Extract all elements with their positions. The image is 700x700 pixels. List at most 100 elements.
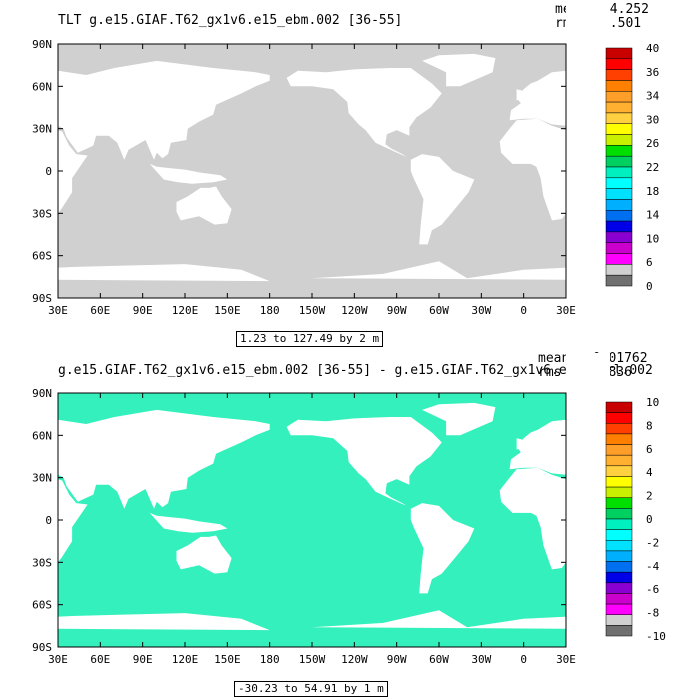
landmass xyxy=(410,154,475,245)
colorbar: 40 36 34 30 26 22 18 14 10 6 0 xyxy=(605,42,660,293)
colorbar-swatch xyxy=(605,231,633,243)
lat-tick-label: 30S xyxy=(32,207,52,220)
panel-top-title: TLT g.e15.GIAF.T62_gx1v6.e15_ebm.002 [36… xyxy=(58,13,403,28)
colorbar-swatch xyxy=(605,220,633,233)
colorbar-swatch xyxy=(605,423,633,435)
landmass xyxy=(516,438,526,450)
lat-tick-label: 30N xyxy=(32,472,52,485)
lon-tick-label: 60E xyxy=(90,653,110,666)
lon-tick-label: 60W xyxy=(429,304,449,317)
lat-tick-label: 30N xyxy=(32,123,52,136)
colorbar-swatch xyxy=(605,58,633,70)
colorbar-swatch xyxy=(605,91,633,103)
landmass xyxy=(422,53,496,87)
colorbar-swatch xyxy=(605,166,633,179)
lon-tick-label: 150W xyxy=(299,304,326,317)
colorbar-label: 6 xyxy=(646,256,653,269)
lon-tick-label: 0 xyxy=(520,304,527,317)
colorbar-swatch xyxy=(605,155,633,168)
colorbar-swatch xyxy=(605,476,633,488)
colorbar-swatch xyxy=(605,614,633,626)
landmass xyxy=(286,417,442,509)
lat-tick-label: 90N xyxy=(32,38,52,51)
colorbar-swatch xyxy=(605,199,633,211)
landmass xyxy=(176,535,232,574)
landmass xyxy=(0,264,270,298)
colorbar-swatch xyxy=(605,80,633,92)
colorbar-label: 34 xyxy=(646,90,660,103)
lon-tick-label: 150E xyxy=(214,304,241,317)
colorbar-swatch xyxy=(605,177,633,189)
lon-tick-label: 150E xyxy=(214,653,241,666)
lon-tick-label: 150W xyxy=(299,653,326,666)
colorbar-swatch xyxy=(605,412,633,424)
panel-top-range-label: 1.23 to 127.49 by 2 m xyxy=(236,331,384,347)
colorbar-swatch xyxy=(605,625,633,637)
lat-tick-label: 60N xyxy=(32,80,52,93)
colorbar-swatch xyxy=(605,550,633,562)
landmass xyxy=(422,402,496,436)
colorbar-swatch xyxy=(605,69,633,81)
colorbar-label: 10 xyxy=(646,396,659,409)
landmass xyxy=(516,89,526,101)
colorbar-swatch xyxy=(605,561,633,573)
colorbar-swatch xyxy=(605,188,633,200)
colorbar-label: 6 xyxy=(646,443,653,456)
colorbar-label: 14 xyxy=(646,209,660,222)
landmass xyxy=(176,186,232,225)
lat-tick-label: 0 xyxy=(45,165,52,178)
colorbar-label: 0 xyxy=(646,513,653,526)
lon-tick-label: 180 xyxy=(260,304,280,317)
lon-tick-label: 60E xyxy=(90,304,110,317)
lon-tick-label: 30E xyxy=(48,653,68,666)
lat-tick-label: 60S xyxy=(32,599,52,612)
lon-tick-label: 120W xyxy=(341,304,368,317)
lon-tick-label: 120E xyxy=(172,653,199,666)
lon-tick-label: 90E xyxy=(133,304,153,317)
lon-tick-label: 180 xyxy=(260,653,280,666)
lon-tick-label: 30E xyxy=(48,304,68,317)
colorbar-label: 8 xyxy=(646,419,653,432)
landmass xyxy=(0,613,270,647)
colorbar-swatch xyxy=(605,603,633,615)
landmass xyxy=(410,503,475,594)
colorbar-swatch xyxy=(605,518,633,530)
colorbar-swatch xyxy=(605,274,633,287)
lon-tick-label: 90W xyxy=(387,304,407,317)
colorbar-label: 36 xyxy=(646,66,659,79)
colorbar-label: -10 xyxy=(646,630,666,643)
lat-tick-label: 30S xyxy=(32,556,52,569)
colorbar-label: 10 xyxy=(646,232,659,245)
colorbar-label: -6 xyxy=(646,583,659,596)
lon-tick-label: 0 xyxy=(520,653,527,666)
colorbar-label: 4 xyxy=(646,466,653,479)
colorbar-swatch xyxy=(605,401,633,413)
colorbar-label: 0 xyxy=(646,280,653,293)
landmass xyxy=(1,409,270,509)
lat-tick-label: 90S xyxy=(32,641,52,654)
lon-tick-label: 90E xyxy=(133,653,153,666)
colorbar-swatch xyxy=(605,593,633,605)
lat-tick-label: 90N xyxy=(32,387,52,400)
colorbar-swatch xyxy=(605,145,633,157)
lon-tick-label: 30E xyxy=(556,653,576,666)
colorbar-label: 22 xyxy=(646,161,659,174)
colorbar-swatch xyxy=(605,210,633,222)
colorbar-swatch xyxy=(605,433,633,445)
lon-tick-label: 60W xyxy=(429,653,449,666)
colorbar-swatch xyxy=(605,540,633,552)
colorbar-swatch xyxy=(605,582,633,594)
lon-tick-label: 90W xyxy=(387,653,407,666)
lat-tick-label: 0 xyxy=(45,514,52,527)
colorbar-label: -2 xyxy=(646,536,659,549)
lat-tick-label: 90S xyxy=(32,292,52,305)
colorbar-swatch xyxy=(605,497,633,509)
lon-tick-label: 120W xyxy=(341,653,368,666)
colorbar-swatch xyxy=(605,112,633,124)
colorbar-label: 40 xyxy=(646,42,659,55)
lon-tick-label: 120E xyxy=(172,304,199,317)
lon-tick-label: 30W xyxy=(471,653,491,666)
colorbar-swatch xyxy=(605,444,633,456)
